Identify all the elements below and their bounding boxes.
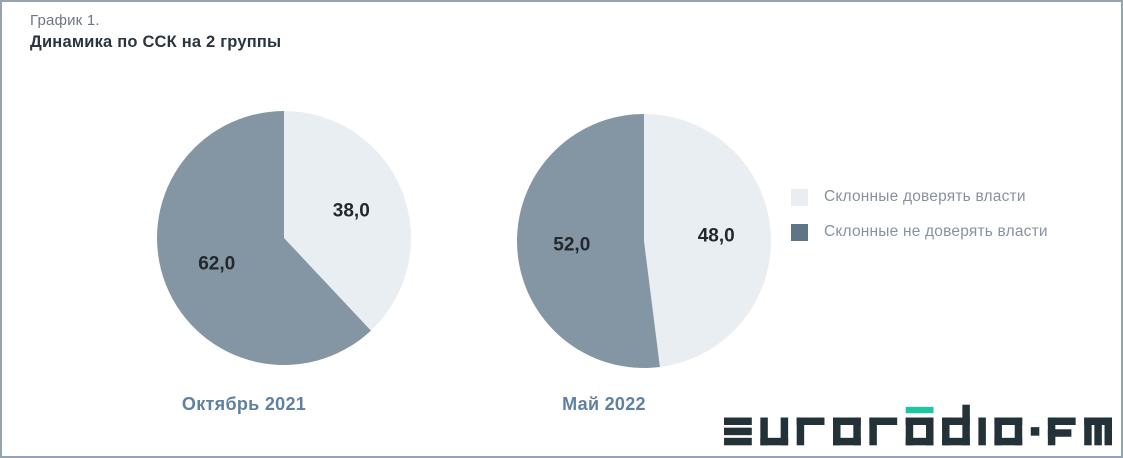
logo-letter-segment <box>853 417 861 446</box>
logo-letter-segment <box>942 417 970 425</box>
logo-letter-segment <box>796 417 805 446</box>
pie-caption-may-2022: Май 2022 <box>562 394 646 414</box>
pie-slice <box>157 111 371 365</box>
logo-letter-segment <box>833 417 861 425</box>
logo-letter-segment <box>760 437 789 446</box>
logo-letter-segment <box>942 437 970 446</box>
chart-title: Динамика по ССК на 2 группы <box>30 33 282 51</box>
logo-letter-segment <box>1104 417 1112 446</box>
legend-label-no-trust: Склонные не доверять власти <box>824 223 1048 240</box>
pie-slice-value: 52,0 <box>553 235 590 256</box>
pie-slice-value: 38,0 <box>333 200 370 221</box>
logo-letter-segment <box>1094 417 1102 446</box>
pie-slice <box>284 111 412 331</box>
logo-letter-segment <box>724 427 752 436</box>
logo-letter-segment <box>1030 427 1040 436</box>
logo-letter-segment <box>869 417 877 446</box>
logo-letter-segment <box>905 437 934 446</box>
logo-letter-segment <box>760 417 768 446</box>
logo-letter-segment <box>724 417 752 425</box>
logo-letter-segment <box>926 417 934 446</box>
legend-item-trust: Склонные доверять власти <box>791 188 1048 206</box>
chart-legend: Склонные доверять власти Склонные не дов… <box>791 188 1048 258</box>
chart-number-label: График 1. <box>30 12 100 29</box>
logo-letter-segment <box>1047 417 1056 446</box>
logo-letter-segment <box>869 417 898 425</box>
logo-letter-segment <box>994 437 1023 446</box>
logo-letter-segment <box>1047 417 1076 425</box>
logo-letter-segment <box>833 437 861 446</box>
logo-letter-segment <box>724 437 752 446</box>
euroradio-fm-logo-svg <box>724 404 1112 446</box>
logo-letter-segment <box>905 417 914 446</box>
legend-swatch-trust <box>791 188 808 206</box>
pie-chart-october-2021: 38,0 62,0 <box>154 108 414 368</box>
logo-letter-segment <box>994 417 1002 446</box>
pie-caption-october-2021: Октябрь 2021 <box>181 394 307 414</box>
logo-letter-segment <box>1084 417 1092 446</box>
pie-slice-value: 62,0 <box>198 254 235 275</box>
pie-october-2021-svg: 38,0 62,0 <box>157 111 412 365</box>
logo-letter-segment <box>962 404 970 446</box>
pie-slice <box>517 114 660 368</box>
logo-letter-segment <box>1047 429 1072 437</box>
logo-letter-segment <box>942 417 950 446</box>
logo-letter-segment <box>796 417 825 425</box>
logo-letter-segment <box>994 417 1023 425</box>
pie-slice-value: 48,0 <box>698 226 735 247</box>
pie-slice <box>644 114 772 367</box>
logo-letter-segment <box>978 417 986 446</box>
pie-may-2022-svg: 48,0 52,0 <box>517 114 772 368</box>
euroradio-fm-logo <box>724 403 1112 447</box>
logo-letter-segment <box>905 417 934 425</box>
chart-header: График 1. Динамика по ССК на 2 группы <box>30 12 281 52</box>
pie-chart-may-2022: 48,0 52,0 <box>514 111 774 371</box>
logo-letter-segment <box>1014 417 1023 446</box>
logo-accent-bar <box>905 406 934 414</box>
legend-swatch-no-trust <box>791 223 808 241</box>
legend-item-no-trust: Склонные не доверять власти <box>791 223 1048 241</box>
logo-letter-segment <box>833 417 841 446</box>
legend-label-trust: Склонные доверять власти <box>824 188 1026 205</box>
logo-letter-segment <box>780 417 789 446</box>
